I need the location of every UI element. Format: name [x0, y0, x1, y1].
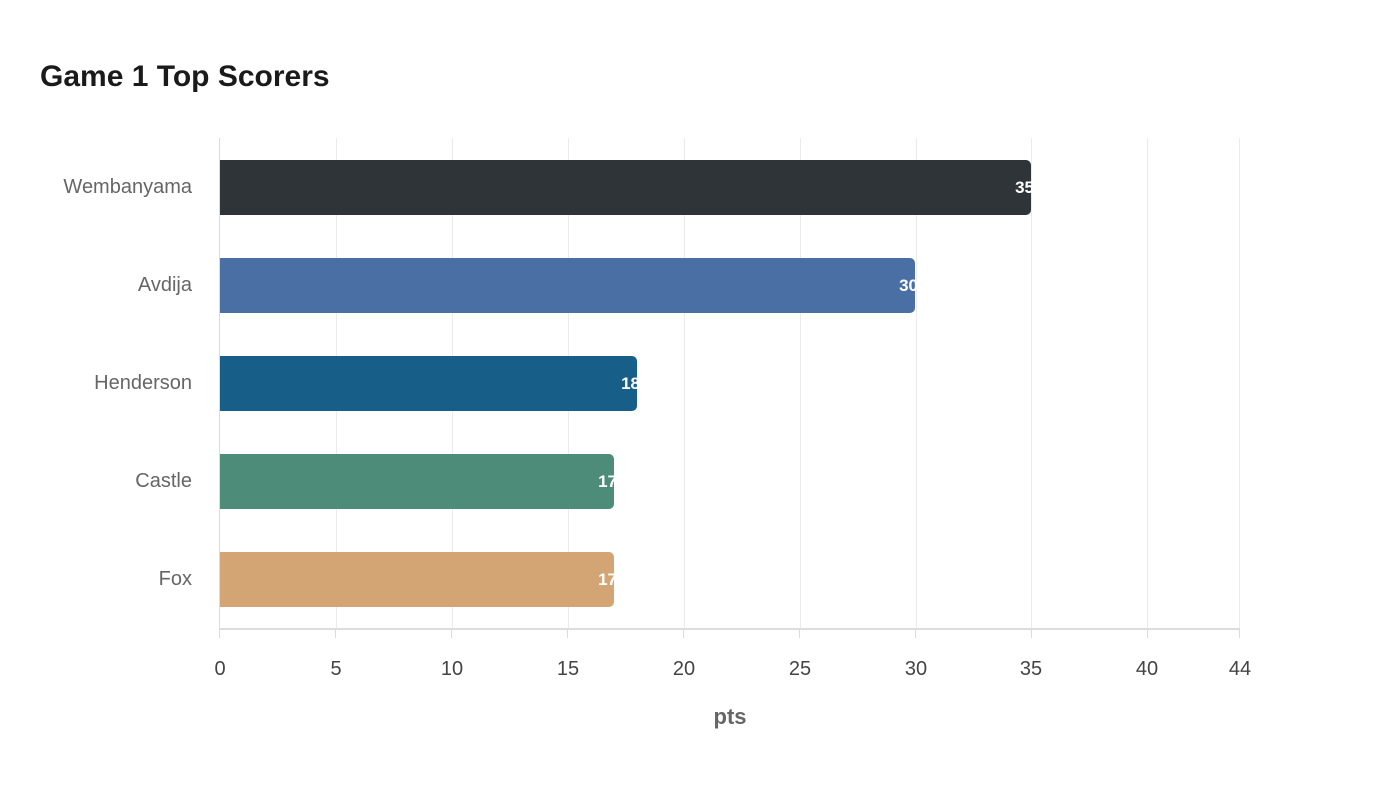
x-tick-label: 44 — [1228, 658, 1252, 680]
bar-wembanyama[interactable]: 35 — [220, 160, 1034, 215]
x-tick-mark — [335, 630, 336, 638]
x-tick-mark — [915, 630, 916, 638]
bar-castle[interactable]: 17 — [220, 454, 617, 509]
bar-value-label: 18 — [621, 373, 640, 393]
y-axis-line — [219, 138, 220, 629]
bar-fox[interactable]: 17 — [220, 552, 617, 607]
x-tick-label: 35 — [1019, 658, 1043, 680]
gridline — [1239, 138, 1240, 629]
x-tick-mark — [451, 630, 452, 638]
y-tick-label: Henderson — [94, 372, 192, 394]
x-tick-mark — [1147, 630, 1148, 638]
y-tick-label: Fox — [158, 568, 192, 590]
x-tick-label: 20 — [672, 658, 696, 680]
bar-avdija[interactable]: 30 — [220, 258, 918, 313]
plot-area: 35 30 18 17 17 — [220, 138, 1240, 629]
gridline — [1147, 138, 1149, 629]
x-tick-label: 30 — [904, 658, 928, 680]
x-axis-line — [219, 628, 1240, 630]
x-tick-label: 25 — [788, 658, 812, 680]
y-tick-label: Wembanyama — [63, 176, 192, 198]
x-tick-mark — [567, 630, 568, 638]
x-tick-mark — [683, 630, 684, 638]
x-tick-label: 10 — [440, 658, 464, 680]
x-tick-label: 0 — [214, 658, 226, 680]
x-tick-mark — [219, 630, 220, 638]
bar-value-label: 17 — [598, 471, 617, 491]
x-tick-label: 15 — [556, 658, 580, 680]
x-tick-mark — [799, 630, 800, 638]
y-tick-label: Avdija — [137, 274, 192, 296]
x-tick-label: 40 — [1135, 658, 1159, 680]
x-tick-mark — [1031, 630, 1032, 638]
bar-value-label: 17 — [598, 569, 617, 589]
x-tick-label: 5 — [330, 658, 342, 680]
gridline — [1031, 138, 1033, 629]
bar-henderson[interactable]: 18 — [220, 356, 640, 411]
gridline — [915, 138, 917, 629]
bar-value-label: 35 — [1015, 177, 1034, 197]
x-axis-title: pts — [713, 704, 747, 729]
gridline — [799, 138, 801, 629]
chart-title: Game 1 Top Scorers — [40, 60, 330, 93]
gridline — [683, 138, 685, 629]
y-tick-label: Castle — [135, 470, 192, 492]
x-tick-mark — [1239, 630, 1240, 638]
bar-value-label: 30 — [899, 275, 918, 295]
